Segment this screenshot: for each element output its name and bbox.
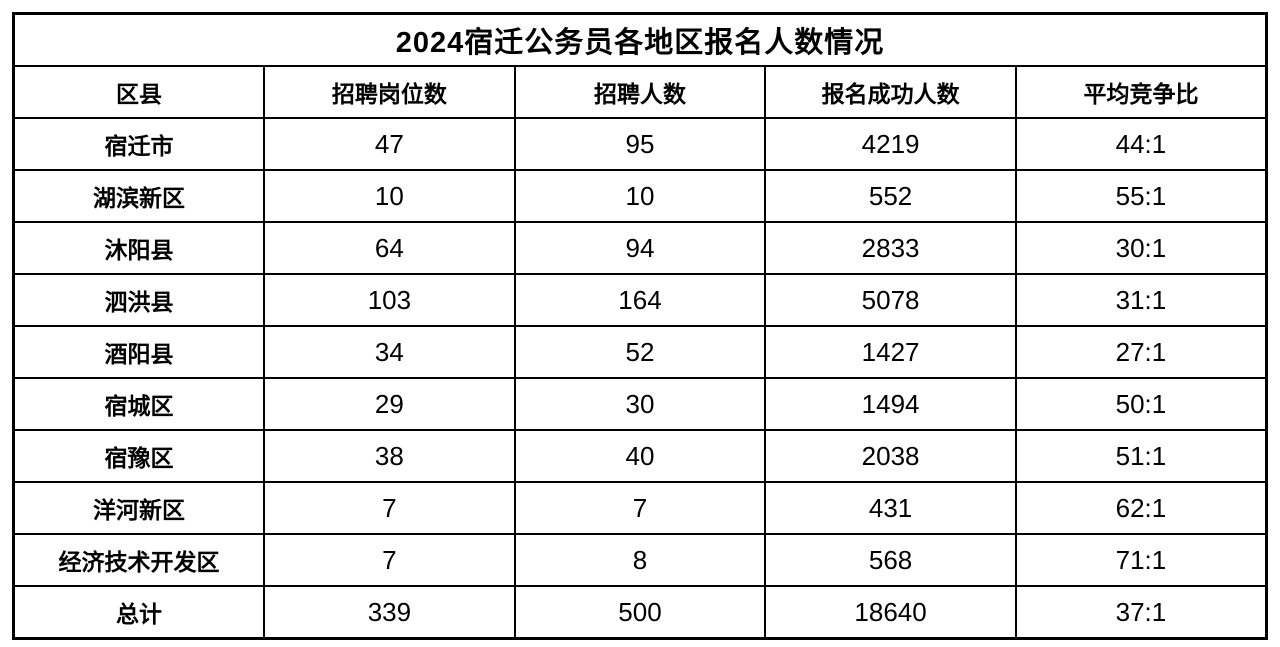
region-cell: 宿迁市 xyxy=(12,117,266,171)
region-cell: 泗洪县 xyxy=(12,273,266,327)
positions-cell: 47 xyxy=(263,117,516,171)
region-cell: 经济技术开发区 xyxy=(12,533,266,587)
ratio-cell: 27:1 xyxy=(1014,325,1268,379)
applicants-cell: 2833 xyxy=(764,221,1017,275)
positions-cell: 34 xyxy=(263,325,516,379)
applicants-cell: 568 xyxy=(764,533,1017,587)
positions-cell: 339 xyxy=(263,585,516,640)
ratio-cell: 71:1 xyxy=(1014,533,1268,587)
registration-table: 2024宿迁公务员各地区报名人数情况 区县 招聘岗位数 招聘人数 报名成功人数 … xyxy=(12,12,1268,640)
header-row: 区县 招聘岗位数 招聘人数 报名成功人数 平均竞争比 xyxy=(12,65,1268,119)
applicants-cell: 1494 xyxy=(764,377,1017,431)
ratio-cell: 30:1 xyxy=(1014,221,1268,275)
recruits-cell: 8 xyxy=(513,533,767,587)
table-row: 经济技术开发区 7 8 568 71:1 xyxy=(12,533,1268,587)
region-cell: 宿豫区 xyxy=(12,429,266,483)
recruits-cell: 40 xyxy=(513,429,767,483)
recruits-cell: 52 xyxy=(513,325,767,379)
ratio-cell: 62:1 xyxy=(1014,481,1268,535)
region-cell: 总计 xyxy=(12,585,266,640)
region-cell: 沐阳县 xyxy=(12,221,266,275)
recruits-cell: 94 xyxy=(513,221,767,275)
applicants-cell: 552 xyxy=(764,169,1017,223)
recruits-cell: 7 xyxy=(513,481,767,535)
region-cell: 宿城区 xyxy=(12,377,266,431)
table-row: 泗洪县 103 164 5078 31:1 xyxy=(12,273,1268,327)
ratio-cell: 37:1 xyxy=(1014,585,1268,640)
header-ratio: 平均竞争比 xyxy=(1014,65,1268,119)
recruits-cell: 10 xyxy=(513,169,767,223)
positions-cell: 64 xyxy=(263,221,516,275)
ratio-cell: 55:1 xyxy=(1014,169,1268,223)
ratio-cell: 50:1 xyxy=(1014,377,1268,431)
positions-cell: 29 xyxy=(263,377,516,431)
table-row: 沐阳县 64 94 2833 30:1 xyxy=(12,221,1268,275)
recruits-cell: 95 xyxy=(513,117,767,171)
table-row: 酒阳县 34 52 1427 27:1 xyxy=(12,325,1268,379)
header-region: 区县 xyxy=(12,65,266,119)
registration-table-container: 2024宿迁公务员各地区报名人数情况 区县 招聘岗位数 招聘人数 报名成功人数 … xyxy=(12,12,1268,640)
region-cell: 洋河新区 xyxy=(12,481,266,535)
positions-cell: 38 xyxy=(263,429,516,483)
applicants-cell: 431 xyxy=(764,481,1017,535)
positions-cell: 7 xyxy=(263,533,516,587)
recruits-cell: 500 xyxy=(513,585,767,640)
positions-cell: 7 xyxy=(263,481,516,535)
header-positions: 招聘岗位数 xyxy=(263,65,516,119)
ratio-cell: 44:1 xyxy=(1014,117,1268,171)
table-row: 宿城区 29 30 1494 50:1 xyxy=(12,377,1268,431)
table-row: 宿豫区 38 40 2038 51:1 xyxy=(12,429,1268,483)
ratio-cell: 31:1 xyxy=(1014,273,1268,327)
applicants-cell: 1427 xyxy=(764,325,1017,379)
recruits-cell: 30 xyxy=(513,377,767,431)
header-recruits: 招聘人数 xyxy=(513,65,767,119)
region-cell: 酒阳县 xyxy=(12,325,266,379)
ratio-cell: 51:1 xyxy=(1014,429,1268,483)
table-row: 湖滨新区 10 10 552 55:1 xyxy=(12,169,1268,223)
table-row: 洋河新区 7 7 431 62:1 xyxy=(12,481,1268,535)
table-row: 宿迁市 47 95 4219 44:1 xyxy=(12,117,1268,171)
applicants-cell: 18640 xyxy=(764,585,1017,640)
title-row: 2024宿迁公务员各地区报名人数情况 xyxy=(12,12,1268,67)
table-title: 2024宿迁公务员各地区报名人数情况 xyxy=(12,12,1268,67)
header-applicants: 报名成功人数 xyxy=(764,65,1017,119)
applicants-cell: 4219 xyxy=(764,117,1017,171)
region-cell: 湖滨新区 xyxy=(12,169,266,223)
applicants-cell: 5078 xyxy=(764,273,1017,327)
positions-cell: 103 xyxy=(263,273,516,327)
positions-cell: 10 xyxy=(263,169,516,223)
recruits-cell: 164 xyxy=(513,273,767,327)
applicants-cell: 2038 xyxy=(764,429,1017,483)
table-row: 总计 339 500 18640 37:1 xyxy=(12,585,1268,640)
